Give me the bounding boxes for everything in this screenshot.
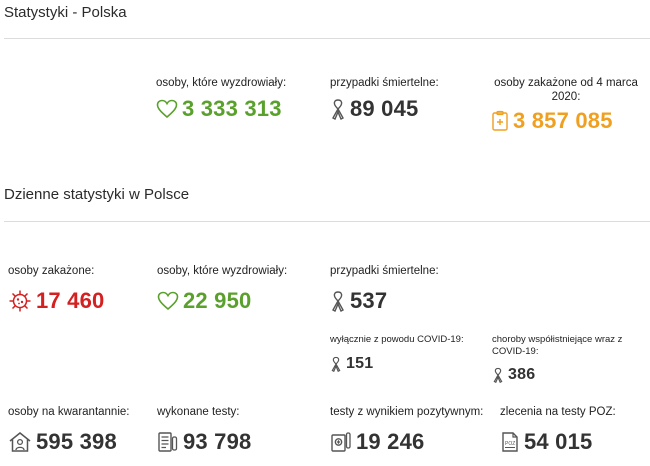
heart-icon [156,99,178,119]
stat-overall-deaths: przypadki śmiertelne: 89 045 [330,76,439,122]
stat-value: 89 045 [350,96,419,121]
ribbon-icon [492,367,504,383]
svg-text:POZ: POZ [505,441,515,447]
stat-value: 3 857 085 [513,108,613,133]
page-title: Statystyki - Polska [4,4,127,21]
stat-value: 17 460 [36,288,105,313]
virus-icon [8,289,32,313]
stat-daily-positive-tests: testy z wynikiem pozytywnym: 19 246 [330,405,483,455]
stat-value: 595 398 [36,429,117,454]
stat-value: 19 246 [356,429,425,454]
stat-label: wyłącznie z powodu COVID-19: [330,334,464,345]
test-list-icon [157,431,179,453]
stat-overall-infected: osoby zakażone od 4 marca 2020: 3 857 08… [491,76,641,134]
ribbon-icon [330,356,342,372]
stat-value: 93 798 [183,429,252,454]
divider [4,221,650,222]
positive-test-icon [330,431,352,453]
stat-label: osoby zakażone od 4 marca 2020: [494,77,638,103]
heart-icon [157,291,179,311]
stat-value: 537 [350,288,388,313]
stat-value: 54 015 [524,429,593,454]
stat-label: testy z wynikiem pozytywnym: [330,406,484,418]
stat-label: przypadki śmiertelne: [330,77,439,89]
divider [4,38,650,39]
stat-daily-recovered: osoby, które wyzdrowiały: 22 950 [157,264,287,314]
stat-label: zlecenia na testy POZ: [500,406,616,418]
stat-value: 386 [508,366,536,383]
ribbon-icon [330,98,346,120]
stat-label: choroby współistniejące wraz z COVID-19: [492,334,623,357]
stat-overall-recovered: osoby, które wyzdrowiały: 3 333 313 [156,76,286,122]
poz-document-icon: POZ [500,431,520,453]
stat-label: osoby, które wyzdrowiały: [157,265,288,277]
house-person-icon [8,431,32,453]
stat-daily-deaths: przypadki śmiertelne: 537 [330,264,439,314]
stat-daily-infected: osoby zakażone: 17 460 [8,264,105,314]
section-title: Dzienne statystyki w Polsce [4,186,190,203]
stat-value: 3 333 313 [182,96,282,121]
stat-daily-quarantine: osoby na kwarantannie: 595 398 [8,405,129,455]
stat-daily-tests: wykonane testy: 93 798 [157,405,252,455]
stat-value: 151 [346,355,374,372]
ribbon-icon [330,290,346,312]
stat-label: osoby na kwarantannie: [8,406,130,418]
stat-label: przypadki śmiertelne: [330,265,439,277]
stat-daily-covid-only: wyłącznie z powodu COVID-19: 151 [330,334,464,373]
stat-label: osoby, które wyzdrowiały: [156,77,287,89]
stat-label: wykonane testy: [157,406,240,418]
stat-value: 22 950 [183,288,252,313]
stat-daily-poz-orders: zlecenia na testy POZ: POZ 54 015 [500,405,616,455]
stat-label: osoby zakażone: [8,265,95,277]
clipboard-medical-icon [491,110,509,132]
stat-daily-comorbid: choroby współistniejące wraz z COVID-19:… [492,334,646,384]
